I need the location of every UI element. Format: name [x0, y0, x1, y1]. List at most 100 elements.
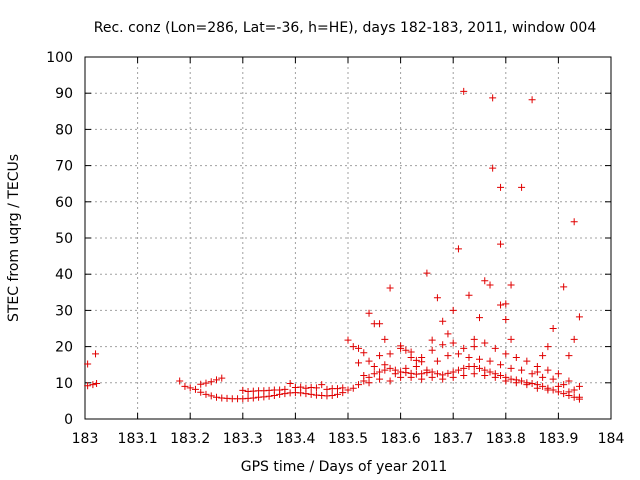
- data-point: [370, 363, 378, 371]
- data-point: [570, 335, 578, 343]
- data-point: [186, 384, 194, 392]
- data-point: [460, 364, 468, 372]
- data-point: [376, 368, 384, 376]
- data-point: [570, 386, 578, 394]
- data-point: [565, 388, 573, 396]
- data-point: [502, 315, 510, 323]
- grid: [85, 57, 611, 419]
- data-point: [423, 269, 431, 277]
- data-point: [565, 377, 573, 385]
- data-point: [207, 392, 215, 400]
- data-point: [176, 377, 184, 385]
- data-point: [360, 372, 368, 380]
- data-point: [349, 343, 357, 351]
- data-point: [544, 366, 552, 374]
- chart-title: Rec. conz (Lon=286, Lat=-36, h=HE), days…: [94, 20, 597, 36]
- data-point: [360, 349, 368, 357]
- data-point: [486, 368, 494, 376]
- x-tick-label: 183.2: [170, 431, 210, 447]
- data-point: [486, 281, 494, 289]
- y-tick-labels: 0 10 20 30 40 50 60 70 80 90 100: [46, 50, 73, 428]
- data-point: [575, 393, 583, 401]
- y-tick-label: 60: [55, 195, 73, 211]
- data-point: [376, 352, 384, 360]
- data-point: [575, 382, 583, 390]
- data-point: [428, 346, 436, 354]
- data-point: [533, 363, 541, 371]
- y-tick-label: 40: [55, 267, 73, 283]
- data-point: [286, 380, 294, 388]
- y-tick-label: 50: [55, 231, 73, 247]
- data-point: [386, 364, 394, 372]
- data-point: [470, 363, 478, 371]
- data-point: [544, 343, 552, 351]
- data-point: [412, 363, 420, 371]
- data-point: [89, 381, 97, 389]
- data-point: [460, 87, 468, 95]
- data-point: [197, 380, 205, 388]
- data-point: [397, 373, 405, 381]
- data-point: [386, 284, 394, 292]
- x-tick-label: 183: [72, 431, 99, 447]
- data-point: [249, 394, 257, 402]
- data-point: [554, 382, 562, 390]
- data-point: [207, 378, 215, 386]
- data-point: [213, 393, 220, 401]
- data-point: [402, 346, 410, 354]
- data-point: [386, 377, 394, 385]
- data-point: [507, 281, 515, 289]
- data-point: [470, 370, 478, 378]
- data-point: [92, 350, 100, 358]
- data-point: [428, 373, 436, 381]
- data-point: [497, 372, 505, 380]
- data-point: [539, 352, 547, 360]
- data-point: [381, 361, 389, 369]
- y-tick-label: 30: [55, 303, 73, 319]
- data-point: [470, 335, 478, 343]
- data-point: [575, 313, 583, 321]
- data-point: [213, 376, 220, 384]
- data-point: [297, 383, 305, 391]
- data-point: [507, 364, 515, 372]
- data-point: [323, 385, 331, 393]
- data-point: [518, 377, 526, 385]
- data-point: [476, 364, 483, 372]
- y-tick-label: 90: [55, 86, 73, 102]
- data-point: [518, 183, 526, 191]
- data-point: [460, 372, 468, 380]
- data-point: [433, 357, 441, 365]
- data-point: [218, 374, 226, 382]
- data-point: [523, 357, 531, 365]
- data-point: [476, 314, 483, 322]
- data-point: [191, 385, 199, 393]
- data-point: [312, 384, 320, 392]
- data-point: [489, 94, 497, 102]
- data-point: [402, 364, 410, 372]
- data-point: [523, 381, 531, 389]
- data-point: [554, 370, 562, 378]
- data-point: [439, 317, 447, 325]
- data-point: [454, 350, 462, 358]
- x-tick-label: 183.3: [223, 431, 263, 447]
- data-point: [449, 373, 457, 381]
- data-point: [512, 353, 520, 361]
- data-point: [407, 348, 415, 356]
- data-point: [412, 356, 420, 364]
- data-point: [281, 385, 289, 393]
- data-point: [528, 380, 536, 388]
- data-point: [465, 291, 473, 299]
- data-point: [497, 183, 505, 191]
- data-point: [239, 386, 247, 394]
- data-point: [481, 339, 489, 347]
- data-point: [93, 380, 101, 388]
- data-point: [507, 335, 515, 343]
- data-point: [449, 339, 457, 347]
- x-tick-label: 183.9: [538, 431, 578, 447]
- y-tick-label: 80: [55, 122, 73, 138]
- data-point: [465, 353, 473, 361]
- data-point: [84, 382, 92, 390]
- data-point: [444, 352, 452, 360]
- data-point: [349, 384, 357, 392]
- x-tick-label: 183.7: [433, 431, 473, 447]
